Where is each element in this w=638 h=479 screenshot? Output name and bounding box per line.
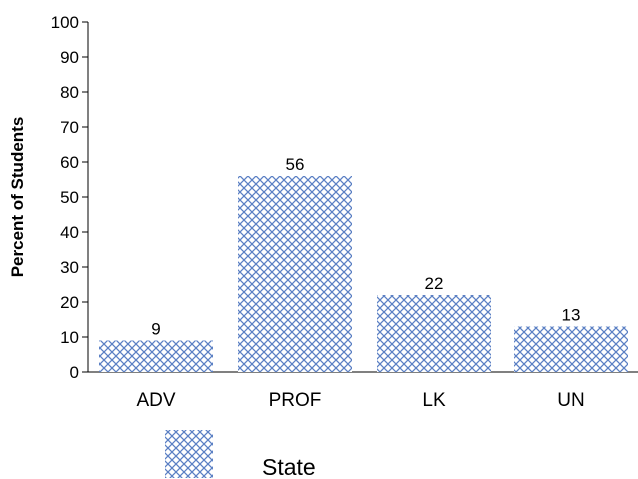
- y-axis-label: Percent of Students: [8, 117, 27, 278]
- x-tick-label-un: UN: [557, 390, 584, 411]
- x-tick-label-adv: ADV: [136, 390, 175, 411]
- y-axis: 0 10 20 30 40 50 60 70 80 90 100: [51, 13, 89, 382]
- data-label-prof: 56: [286, 155, 305, 174]
- y-tick-label: 70: [60, 118, 79, 137]
- x-tick-label-prof: PROF: [269, 390, 322, 411]
- y-tick-label: 50: [60, 188, 79, 207]
- bar-lk: [377, 295, 491, 372]
- y-tick-label: 100: [51, 13, 79, 32]
- y-tick-label: 40: [60, 223, 79, 242]
- bar-adv: [99, 340, 213, 372]
- bar-un: [514, 326, 628, 372]
- y-tick-label: 30: [60, 258, 79, 277]
- y-tick-label: 80: [60, 83, 79, 102]
- category-labels-group: ADV PROF LK UN: [136, 390, 584, 411]
- bars-group: [99, 176, 628, 372]
- legend-swatch: [165, 430, 213, 478]
- data-label-lk: 22: [425, 274, 444, 293]
- y-tick-label: 60: [60, 153, 79, 172]
- y-tick-label: 90: [60, 48, 79, 67]
- y-tick-label: 0: [70, 363, 79, 382]
- bar-prof: [238, 176, 352, 372]
- legend: State: [165, 430, 316, 479]
- data-label-un: 13: [562, 306, 581, 325]
- y-tick-label: 20: [60, 293, 79, 312]
- y-tick-label: 10: [60, 328, 79, 347]
- x-tick-label-lk: LK: [422, 390, 446, 411]
- legend-label: State: [262, 454, 316, 479]
- data-labels-group: 9 56 22 13: [151, 155, 580, 339]
- data-label-adv: 9: [151, 320, 160, 339]
